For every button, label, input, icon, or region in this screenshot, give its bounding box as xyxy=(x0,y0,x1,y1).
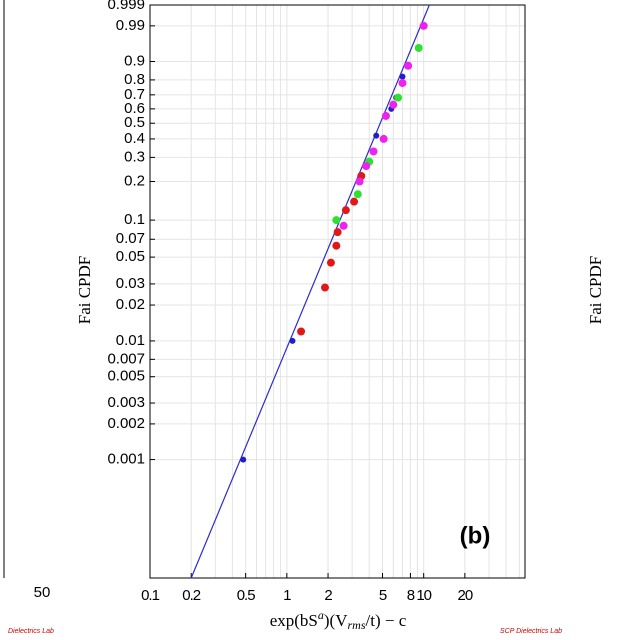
x-tick-label: 2 xyxy=(324,587,332,604)
data-point xyxy=(320,283,329,292)
data-point xyxy=(332,241,341,250)
data-point xyxy=(297,327,306,336)
x-axis-label-part: rms xyxy=(348,618,366,632)
y-tick-label: 0.3 xyxy=(124,148,145,165)
x-tick-label: 20 xyxy=(458,587,473,604)
x-tick-label: 0.1 xyxy=(141,587,160,604)
fit-line xyxy=(190,4,430,579)
y-tick-label: 0.99 xyxy=(116,17,145,34)
right-y-label: Fai CPDF xyxy=(586,256,605,325)
y-tick-label: 0.9 xyxy=(124,52,145,69)
x-axis-label-part: /t) − c xyxy=(366,611,407,630)
x-tick-label: 0.2 xyxy=(182,587,201,604)
data-point xyxy=(332,216,341,225)
data-point xyxy=(419,21,428,30)
y-axis-label: Fai CPDF xyxy=(75,256,94,325)
y-tick-label: 0.01 xyxy=(116,332,145,349)
x-axis-label-part: a xyxy=(318,608,324,622)
x-axis-label-part: exp(bS xyxy=(270,611,318,630)
data-point xyxy=(399,73,406,80)
y-tick-label: 0.2 xyxy=(124,172,145,189)
x-tick-label: 8 xyxy=(407,587,415,604)
y-tick-label: 0.03 xyxy=(116,275,145,292)
data-point xyxy=(389,100,398,109)
data-point xyxy=(373,132,380,139)
x-axis-label-part: )(V xyxy=(324,611,348,630)
x-tick-label: 5 xyxy=(379,587,387,604)
data-point xyxy=(289,337,296,344)
y-tick-label: 0.003 xyxy=(107,394,145,411)
y-tick-label: 0.007 xyxy=(107,350,145,367)
y-tick-label: 0.5 xyxy=(124,114,145,131)
y-tick-label: 0.999 xyxy=(107,0,145,13)
data-point xyxy=(414,43,423,52)
plot-frame xyxy=(149,4,526,579)
data-point xyxy=(350,197,359,206)
data-point xyxy=(362,162,371,171)
data-point xyxy=(355,177,364,186)
right-logo: SCP Dielectrics Lab xyxy=(500,628,562,635)
y-tick-label: 0.7 xyxy=(124,86,145,103)
left-tick-label: 50 xyxy=(34,584,51,601)
y-tick-label: 0.002 xyxy=(107,415,145,432)
x-tick-label: 10 xyxy=(416,587,431,604)
data-point xyxy=(381,111,390,120)
data-point xyxy=(333,228,342,237)
left-logo: Dielectrics Lab xyxy=(8,628,54,635)
panel-label: (b) xyxy=(460,522,491,549)
data-point xyxy=(394,93,403,102)
y-tick-label: 0.005 xyxy=(107,368,145,385)
x-tick-label: 1 xyxy=(283,587,291,604)
data-point xyxy=(240,456,247,463)
y-tick-label: 0.6 xyxy=(124,100,145,117)
data-point xyxy=(369,147,378,156)
y-tick-label: 0.4 xyxy=(124,130,145,147)
data-point xyxy=(339,221,348,230)
data-point xyxy=(353,190,362,199)
x-axis-label: exp(bSa)(Vrms/t) − c xyxy=(270,608,407,632)
data-point xyxy=(379,134,388,143)
y-tick-label: 0.1 xyxy=(124,211,145,228)
data-point xyxy=(404,61,413,70)
data-point xyxy=(341,206,350,215)
y-tick-label: 0.001 xyxy=(107,451,145,468)
y-tick-label: 0.02 xyxy=(116,296,145,313)
y-tick-label: 0.8 xyxy=(124,71,145,88)
data-point xyxy=(326,258,335,267)
y-tick-label: 0.05 xyxy=(116,248,145,265)
x-tick-label: 0.5 xyxy=(237,587,256,604)
data-point xyxy=(398,79,407,88)
y-tick-label: 0.07 xyxy=(116,230,145,247)
